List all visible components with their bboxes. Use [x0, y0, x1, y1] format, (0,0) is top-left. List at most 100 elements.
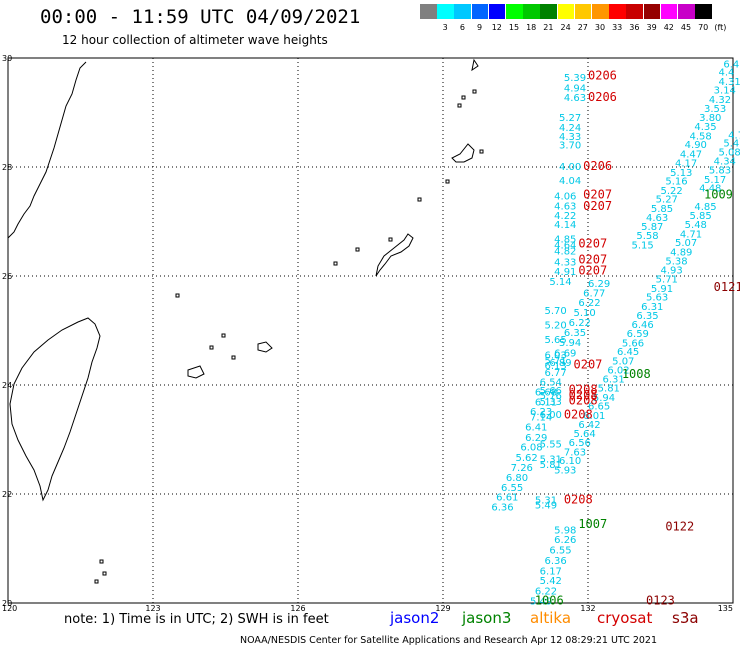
swh-value: 3.70 — [559, 141, 581, 152]
swh-value: 6.00 — [540, 410, 562, 421]
swh-value: 5.81 — [540, 460, 562, 471]
swh-value: 6.68 — [535, 388, 557, 399]
swh-value: 4.91 — [554, 267, 576, 278]
swh-value: 4.82 — [554, 246, 576, 257]
pass-time-label: 0207 — [578, 264, 607, 278]
lon-tick-label: 132 — [580, 604, 595, 613]
swh-value: 4.75 — [728, 130, 740, 141]
legend-swatch — [574, 4, 592, 19]
swh-value: 5.65 — [545, 335, 567, 346]
legend-swatch — [626, 4, 643, 19]
swh-value: 6.01 — [583, 411, 605, 422]
swh-value: 4.58 — [690, 131, 712, 142]
swh-value: 6.41 — [525, 422, 547, 433]
swh-value: 6.45 — [617, 347, 639, 358]
legend-label: 12 — [491, 23, 502, 32]
swh-value: 5.66 — [540, 386, 562, 397]
swh-value: 6.59 — [627, 329, 649, 340]
pass-time-label: 0122 — [665, 520, 694, 534]
swh-value: 6.26 — [554, 535, 576, 546]
islet-outline — [479, 149, 484, 154]
pass-time-label: 0206 — [583, 159, 612, 173]
swh-value: 4.04 — [559, 176, 581, 187]
legend-swatch — [420, 4, 437, 19]
swh-value: 5.55 — [540, 439, 562, 450]
pass-time-label: 0208 — [569, 393, 598, 407]
swh-value: 5.07 — [612, 356, 634, 367]
swh-value: 6.17 — [540, 566, 562, 577]
legend-label: 30 — [594, 23, 606, 32]
satellite-name: jason3 — [462, 609, 512, 627]
swh-value: 4.4 — [719, 68, 735, 79]
swh-value: 6.35 — [636, 311, 658, 322]
islet-outline — [445, 179, 450, 184]
amami-coast — [451, 143, 475, 163]
swh-value: 5.08 — [719, 148, 740, 159]
swh-value: 5.83 — [709, 166, 731, 177]
swh-value: 4.71 — [680, 229, 702, 240]
swh-value: 4.64 — [554, 240, 576, 251]
swh-value: 6.31 — [641, 302, 663, 313]
lat-tick-label: 28 — [2, 163, 12, 172]
swh-value: 5.13 — [670, 168, 692, 179]
swh-value: 4.32 — [709, 95, 731, 106]
swh-value: 6.11 — [535, 397, 557, 408]
legend-label: 33 — [612, 23, 623, 32]
pass-time-label: 0207 — [583, 187, 612, 201]
swh-value: 3.53 — [704, 104, 726, 115]
swh-value: 6.77 — [545, 368, 567, 379]
islet-outline — [209, 345, 214, 350]
swh-value: 5.64 — [574, 429, 596, 440]
legend-swatch — [557, 4, 575, 19]
pass-time-label: 0207 — [578, 236, 607, 250]
legend-label: 36 — [629, 23, 640, 32]
swh-value: 5.16 — [665, 177, 687, 188]
okinawa-coast — [375, 233, 414, 277]
swh-value: 5.98 — [554, 525, 576, 536]
legend-swatch — [660, 4, 678, 19]
swh-value: 6.65 — [588, 402, 610, 413]
swh-value: 5.87 — [641, 222, 663, 233]
swh-value: 4.24 — [559, 123, 581, 134]
swh-value: 4.14 — [554, 220, 576, 231]
swh-value: 6.02 — [607, 366, 629, 377]
pass-time-label: 0208 — [564, 407, 593, 421]
swh-value: 6.36 — [545, 556, 567, 567]
yakushima-coast — [471, 58, 479, 72]
swh-value: 3.80 — [699, 113, 721, 124]
legend-swatch — [454, 4, 471, 19]
swh-value: 5.91 — [651, 284, 673, 295]
pass-time-label: 0206 — [588, 90, 617, 104]
swh-value: 4.89 — [670, 247, 692, 258]
islet-outline — [355, 247, 360, 252]
map-title: 00:00 - 11:59 UTC 04/09/2021 — [40, 6, 361, 28]
swh-value: 6.03 — [545, 350, 567, 361]
lon-tick-label: 120 — [2, 604, 17, 613]
map-note: note: 1) Time is in UTC; 2) SWH is in fe… — [64, 612, 329, 627]
legend-unit: (ft) — [714, 23, 727, 32]
swh-value: 6.13 — [545, 361, 567, 372]
pass-time-label: 0121 — [714, 280, 740, 294]
swh-value: 6.29 — [525, 433, 547, 444]
swh-value: 5.14 — [549, 277, 571, 288]
swh-value: 6.42 — [578, 420, 600, 431]
swh-value: 4.85 — [694, 202, 716, 213]
swh-value: 4.63 — [564, 93, 586, 104]
satellite-name: s3a — [672, 609, 699, 627]
swh-value: 5.70 — [545, 306, 567, 317]
coastlines — [7, 58, 479, 502]
pass-time-label: 0207 — [578, 253, 607, 267]
lat-tick-label: 30 — [2, 54, 12, 63]
swh-value: 6.10 — [559, 456, 581, 467]
graticule — [8, 58, 733, 603]
legend-label: 39 — [646, 23, 657, 32]
swh-value: 5.49 — [535, 500, 557, 511]
legend-label: 6 — [459, 23, 465, 32]
swh-value: 6.31 — [603, 374, 625, 385]
swh-value: 5.94 — [593, 393, 615, 404]
islets — [94, 89, 484, 584]
swh-value: 4.63 — [646, 213, 668, 224]
pass-time-label: 0207 — [574, 357, 603, 371]
swh-value: 6.89 — [549, 358, 571, 369]
